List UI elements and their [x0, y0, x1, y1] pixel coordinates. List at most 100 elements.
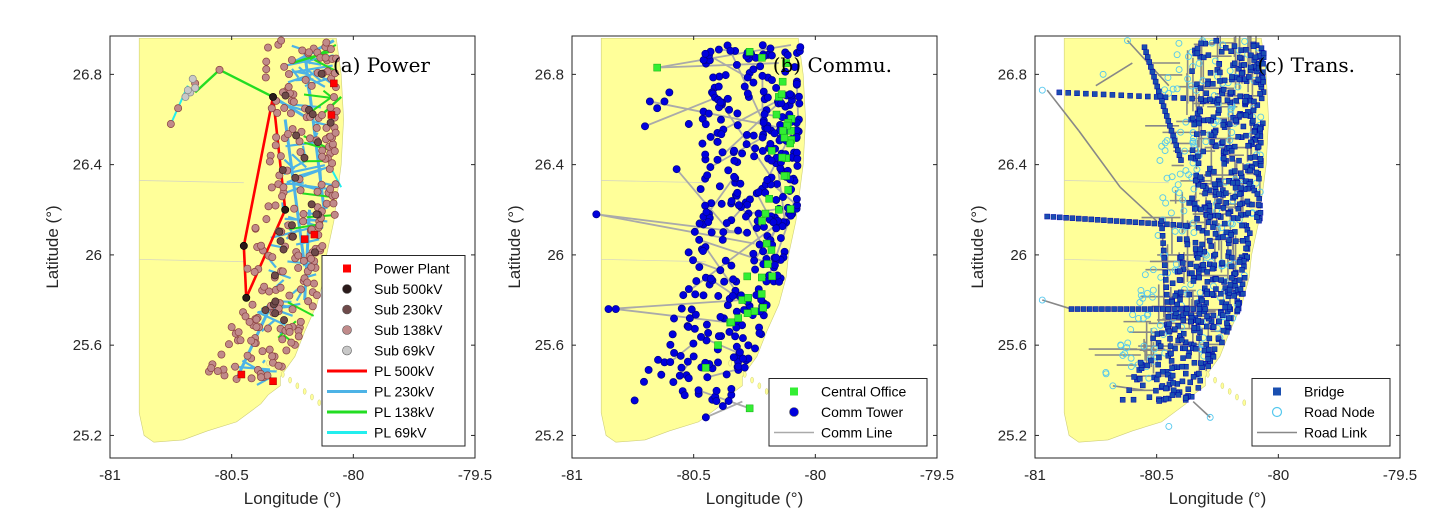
bridge [1192, 345, 1199, 352]
road-node [1149, 266, 1157, 274]
bridge [1212, 251, 1219, 258]
x-tick-label: -80.5 [1140, 467, 1174, 484]
substation-138kv [306, 134, 314, 143]
bridge [1224, 320, 1230, 326]
bridge [1167, 123, 1173, 129]
substation-69kv [181, 92, 190, 101]
bridge [1218, 48, 1225, 55]
bridge [1147, 306, 1154, 312]
legend-symbol [1273, 387, 1281, 396]
bridge [1156, 354, 1162, 361]
comm-tower [709, 73, 718, 82]
legend-symbol [342, 325, 352, 335]
bridge [1196, 115, 1202, 122]
y-tick-label: 26.8 [535, 66, 564, 83]
x-tick-label: -80 [804, 467, 826, 484]
bridge [1232, 184, 1239, 191]
comm-tower [776, 234, 785, 243]
road-node [1234, 83, 1242, 91]
county-boundary [139, 259, 244, 263]
axes-frame [571, 35, 938, 459]
comm-tower [793, 161, 802, 170]
comm-tower [713, 137, 722, 146]
comm-tower [644, 366, 653, 374]
x-tick-label: -79.5 [920, 467, 954, 484]
bridge [1234, 307, 1241, 314]
central-office [779, 126, 787, 135]
bridge [1137, 376, 1143, 382]
substation-138kv [224, 340, 233, 349]
substation-138kv [298, 46, 307, 55]
substation-138kv [303, 278, 312, 287]
bridge [1141, 306, 1148, 312]
bridge [1159, 233, 1166, 239]
road-link [1095, 62, 1133, 87]
island [1213, 376, 1217, 384]
legend-symbol [343, 264, 351, 273]
bridge [1221, 77, 1228, 84]
bridge [1198, 96, 1204, 102]
comm-tower [766, 44, 775, 53]
y-tick-label: 26 [1010, 247, 1027, 264]
bridge [1154, 83, 1160, 90]
comm-tower [750, 152, 759, 161]
comm-tower [714, 82, 723, 91]
comm-tower [759, 118, 768, 127]
bridge [1228, 232, 1235, 238]
bridge [1251, 129, 1258, 135]
bridge [1255, 76, 1262, 83]
substation-138kv [264, 324, 272, 333]
x-axis-label: Longitude (°) [706, 489, 804, 508]
bridge [1187, 379, 1193, 386]
bridge [1239, 267, 1245, 273]
comm-tower [724, 397, 733, 405]
central-office [761, 209, 770, 218]
substation-138kv [301, 76, 310, 84]
substation-138kv [245, 318, 254, 326]
bridge [1082, 216, 1088, 222]
bridge [1200, 148, 1206, 155]
road-link [1078, 130, 1121, 188]
panel-title: (a) Power [333, 53, 431, 77]
bridge [1237, 201, 1243, 207]
bridge [1198, 206, 1204, 213]
substation-138kv [265, 345, 274, 354]
island [1206, 371, 1210, 378]
bridge [1158, 218, 1165, 224]
central-office [764, 260, 772, 268]
comm-tower [703, 171, 712, 180]
substation-138kv [285, 327, 294, 336]
comm-tower [679, 291, 688, 300]
bridge [1237, 93, 1243, 100]
bridge [1236, 277, 1243, 283]
road-node [1252, 179, 1260, 187]
central-office [757, 290, 766, 298]
island [295, 382, 300, 390]
island [757, 382, 762, 390]
bridge [1169, 299, 1175, 305]
comm-tower [690, 227, 699, 236]
central-office [775, 206, 783, 214]
substation-138kv [289, 97, 298, 106]
power-plant [300, 235, 309, 243]
bridge [1212, 129, 1218, 136]
bridge [1111, 306, 1117, 312]
substation-138kv [299, 210, 308, 218]
bridge [1207, 70, 1214, 76]
bridge [1232, 168, 1238, 174]
comm-tower [666, 340, 675, 349]
bridge [1195, 385, 1202, 391]
comm-tower [689, 256, 697, 265]
bridge [1172, 293, 1179, 299]
bridge [1057, 214, 1063, 221]
comm-tower [794, 92, 803, 101]
central-office [759, 303, 767, 312]
bridge [1180, 330, 1187, 337]
bridge [1208, 132, 1215, 139]
central-office [780, 133, 789, 142]
bridge [1107, 217, 1113, 224]
comm-tower [720, 277, 729, 286]
road-node [1228, 220, 1236, 228]
comm-tower [768, 76, 776, 85]
comm-tower [698, 139, 707, 148]
